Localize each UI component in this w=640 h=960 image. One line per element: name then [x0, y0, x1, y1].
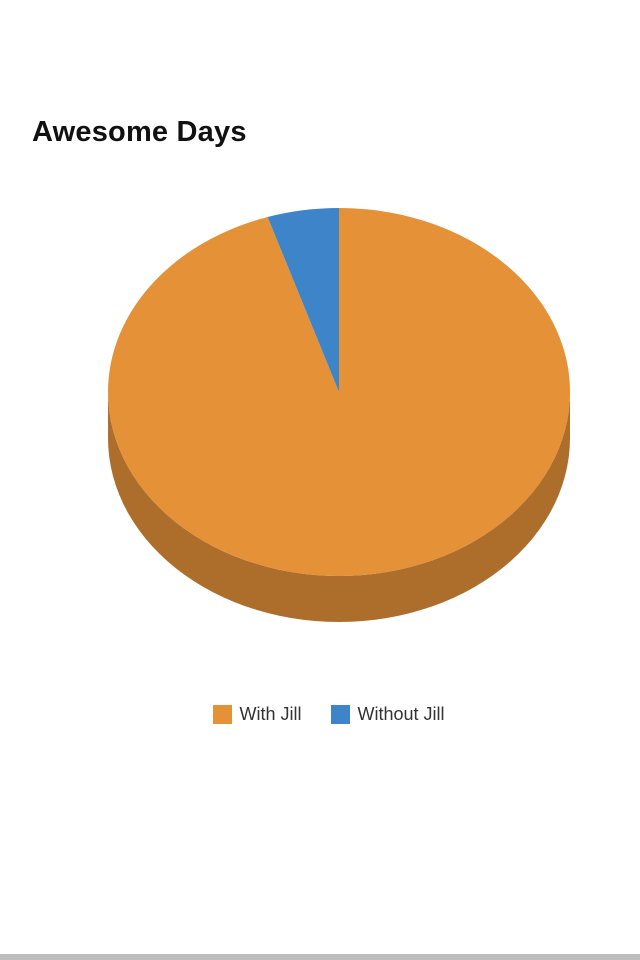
pie-slice-with-jill[interactable] [108, 208, 571, 576]
legend-swatch-with-jill [213, 705, 233, 724]
legend-label-with-jill: With Jill [239, 704, 302, 724]
bottom-edge [0, 954, 640, 960]
legend-swatch-without-jill [331, 705, 351, 724]
pie-side-with-jill [108, 392, 570, 622]
legend-item-with-jill[interactable]: With Jill [213, 704, 301, 725]
pie-slice-without-jill[interactable] [267, 208, 339, 392]
legend-label-without-jill: Without Jill [357, 704, 445, 724]
legend: With Jill Without Jill [0, 704, 640, 725]
legend-item-without-jill[interactable]: Without Jill [331, 704, 445, 725]
chart-title: Awesome Days [32, 116, 247, 148]
